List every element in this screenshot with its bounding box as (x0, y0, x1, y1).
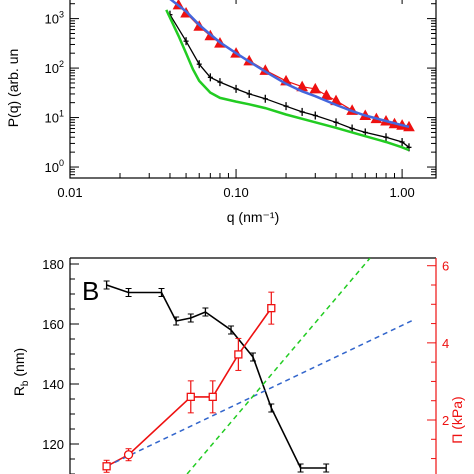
y-tick-base: 10 (45, 160, 59, 175)
x-axis-label: q (nm⁻¹) (227, 209, 280, 225)
y-tick-base: 10 (45, 61, 59, 76)
y-tick-base: 10 (45, 12, 59, 27)
series-line-fit-green (186, 258, 371, 474)
x-tick-label: 1.00 (389, 185, 414, 200)
triangle-point (320, 89, 333, 100)
left-tick-label: 180 (42, 257, 64, 272)
right-tick-label: 2 (442, 413, 449, 428)
pi-point-square (102, 462, 111, 471)
black-series-line (169, 14, 410, 148)
pi-point-circle (123, 450, 134, 460)
data-layer-a (165, 0, 415, 152)
y-tick-label: 103 (45, 10, 64, 27)
y-tick-exp: 2 (59, 59, 64, 69)
right-tick-label: 6 (442, 259, 449, 274)
plot-frame-a (69, 0, 437, 179)
data-layer-b (102, 258, 415, 474)
left-tick-label: 120 (42, 437, 64, 452)
y-axis-label: P(q) (arb. un (5, 49, 21, 128)
left-tick-label: 140 (42, 377, 64, 392)
x-tick-label: 0.01 (57, 185, 82, 200)
y-tick-label: 101 (45, 109, 64, 126)
x-tick-label: 0.10 (223, 185, 248, 200)
series-line-fit-blue (106, 319, 415, 467)
y-tick-label: 102 (45, 59, 64, 76)
y-tick-exp: 3 (59, 10, 64, 20)
panel-label: B (82, 276, 99, 306)
left-tick-label: 160 (42, 317, 64, 332)
left-label-rest: (nm) (11, 348, 27, 381)
fit-line-1 (169, 0, 410, 129)
pi-point-square (186, 392, 195, 402)
fit-line-3 (165, 9, 410, 152)
y-tick-exp: 0 (59, 158, 64, 168)
right-axis-label: Π (kPa) (449, 396, 465, 443)
left-label-base: R (11, 386, 27, 396)
y-tick-label: 100 (45, 158, 64, 175)
pi-point-square (234, 350, 243, 359)
left-label-sub: b (20, 380, 31, 386)
left-axis-label: Rb (nm) (11, 348, 31, 396)
y-tick-exp: 1 (59, 109, 64, 119)
series-line-Pi (106, 307, 272, 468)
triangle-point (309, 82, 322, 94)
panel-b: 120 140 160 180 2 4 6 Rb (nm) Π (kPa) B (11, 257, 465, 474)
pi-point-square (267, 303, 276, 313)
y-tick-base: 10 (45, 111, 59, 126)
pi-point-square (208, 392, 217, 402)
right-tick-label: 4 (442, 336, 449, 351)
